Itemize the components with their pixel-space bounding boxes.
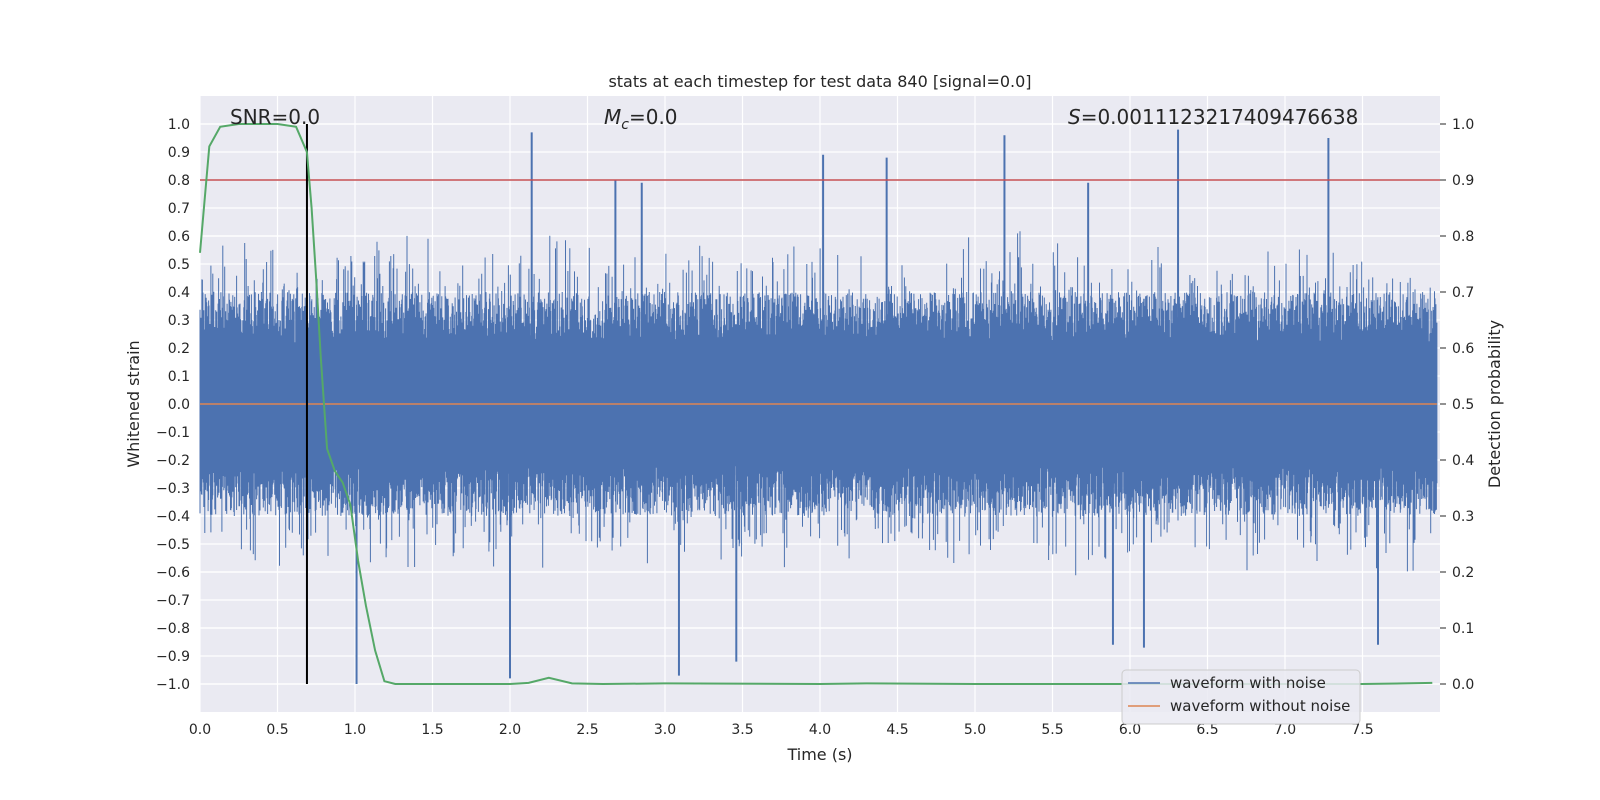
s-symbol: S	[1068, 105, 1081, 129]
x-tick-label: 1.5	[421, 722, 443, 738]
y-left-tick-label: 0.8	[168, 173, 190, 189]
y-left-tick-label: 1.0	[168, 117, 190, 133]
y-left-tick-label: 0.1	[168, 369, 190, 385]
y-right-tick-label: 0.9	[1452, 173, 1474, 189]
y-right-tick-label: 0.1	[1452, 621, 1474, 637]
y-right-tick-label: 0.2	[1452, 565, 1474, 581]
x-tick-label: 3.5	[731, 722, 753, 738]
y-axis-label-left: Whitened strain	[124, 340, 143, 467]
legend-label-clean: waveform without noise	[1170, 697, 1350, 715]
legend: waveform with noise waveform without noi…	[1121, 669, 1361, 725]
x-tick-label: 5.0	[964, 722, 986, 738]
chirp-mass-annotation: Mc=0.0	[604, 105, 678, 133]
y-left-tick-label: 0.7	[168, 201, 190, 217]
y-left-tick-label: 0.4	[168, 285, 190, 301]
y-right-tick-label: 0.8	[1452, 229, 1474, 245]
x-tick-label: 0.0	[189, 722, 211, 738]
y-left-tick-label: −0.5	[156, 537, 190, 553]
chirp-mass-value: =0.0	[629, 105, 678, 129]
y-left-tick-label: −0.6	[156, 565, 190, 581]
y-left-tick-label: 0.5	[168, 257, 190, 273]
x-tick-label: 3.0	[654, 722, 676, 738]
x-tick-label: 5.5	[1041, 722, 1063, 738]
y-right-tick-label: 0.3	[1452, 509, 1474, 525]
y-left-tick-label: −0.1	[156, 425, 190, 441]
y-right-tick-label: 0.5	[1452, 397, 1474, 413]
x-tick-label: 2.5	[576, 722, 598, 738]
x-tick-label: 7.5	[1351, 722, 1373, 738]
y-left-tick-label: 0.9	[168, 145, 190, 161]
y-left-tick-label: 0.3	[168, 313, 190, 329]
snr-annotation: SNR=0.0	[230, 105, 320, 129]
x-tick-label: 0.5	[266, 722, 288, 738]
chart-title: stats at each timestep for test data 840…	[608, 72, 1031, 91]
x-tick-label: 1.0	[344, 722, 366, 738]
y-right-tick-label: 0.4	[1452, 453, 1474, 469]
y-left-tick-label: −0.4	[156, 509, 190, 525]
x-tick-label: 6.0	[1119, 722, 1141, 738]
detection-probability-line	[199, 123, 1433, 686]
legend-label-noise: waveform with noise	[1170, 674, 1326, 692]
y-right-tick-label: 1.0	[1452, 117, 1474, 133]
y-left-tick-label: −0.3	[156, 481, 190, 497]
s-value: =0.0011123217409476638	[1081, 105, 1359, 129]
y-left-tick-label: 0.2	[168, 341, 190, 357]
series-layer	[199, 123, 1440, 686]
axes: 0.0 0.5 1.0 1.5 2.0 2.5 3.0 3.5 4.0 4.5 5.0 5.5 6.0 6…	[156, 117, 1474, 738]
s-annotation: S=0.0011123217409476638	[1068, 105, 1358, 129]
y-axis-label-right: Detection probability	[1485, 320, 1504, 488]
y-left-tick-label: 0.0	[168, 397, 190, 413]
y-left-tick-label: −0.2	[156, 453, 190, 469]
y-right-tick-label: 0.0	[1452, 677, 1474, 693]
y-right-tick-label: 0.6	[1452, 341, 1474, 357]
y-left-tick-label: −0.9	[156, 649, 190, 665]
y-left-tick-label: −1.0	[156, 677, 190, 693]
x-tick-label: 6.5	[1196, 722, 1218, 738]
x-tick-label: 4.0	[809, 722, 831, 738]
y-left-tick-label: 0.6	[168, 229, 190, 245]
chirp-mass-subscript: c	[621, 117, 629, 133]
x-tick-label: 7.0	[1274, 722, 1296, 738]
x-tick-label: 2.0	[499, 722, 521, 738]
x-axis-label: Time (s)	[786, 745, 852, 764]
chirp-mass-symbol: M	[604, 105, 621, 129]
y-right-tick-label: 0.7	[1452, 285, 1474, 301]
y-left-tick-label: −0.7	[156, 593, 190, 609]
legend-box	[1121, 669, 1361, 725]
y-left-tick-label: −0.8	[156, 621, 190, 637]
x-tick-label: 4.5	[886, 722, 908, 738]
